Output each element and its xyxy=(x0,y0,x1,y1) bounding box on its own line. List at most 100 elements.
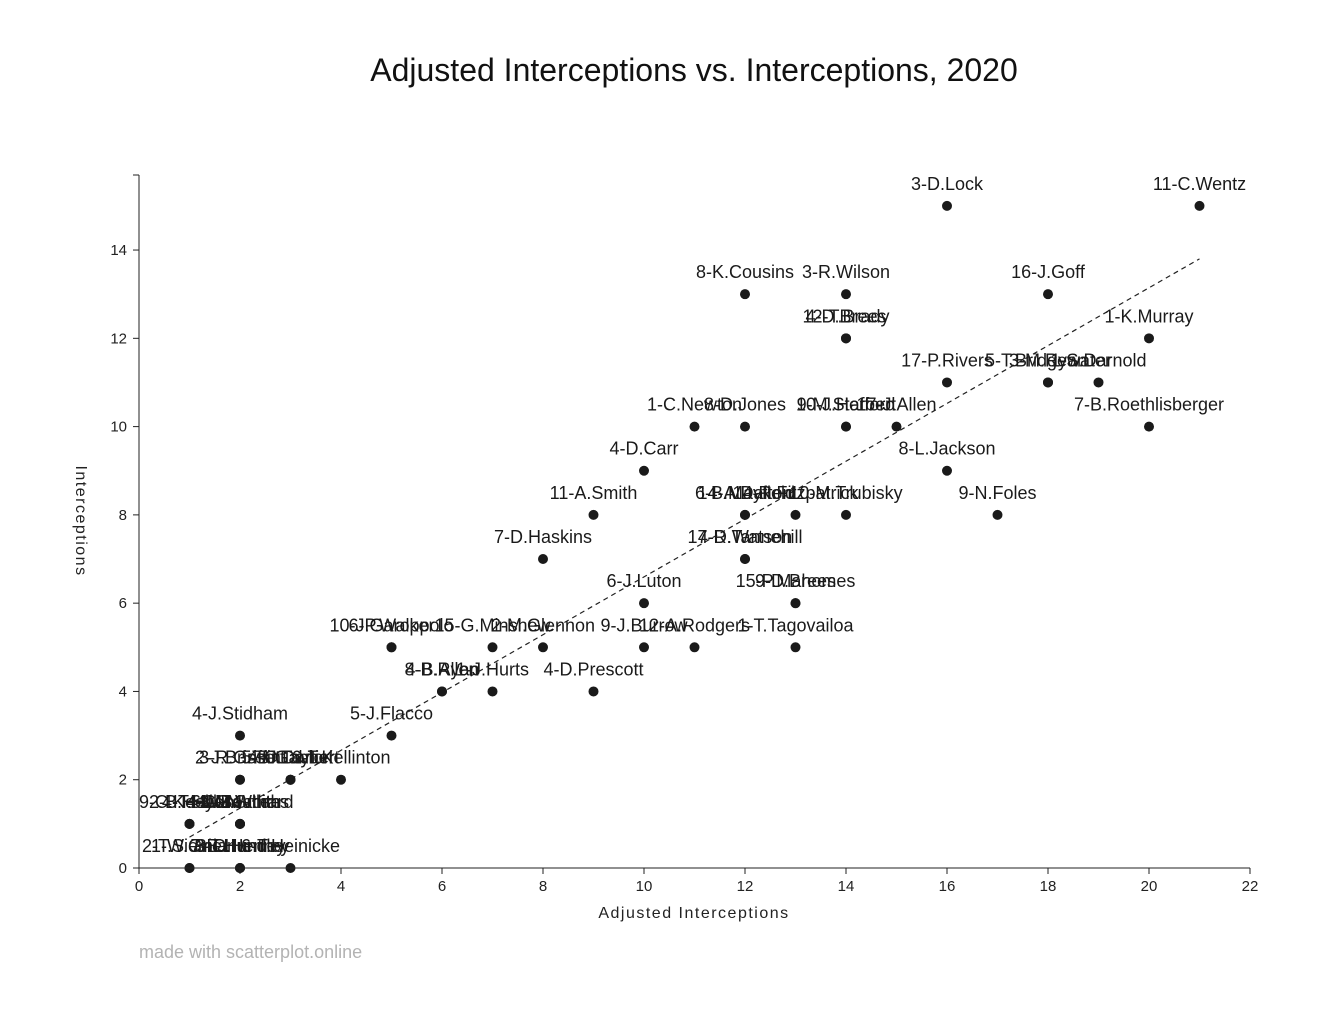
point-label: 1-K.Murray xyxy=(1104,306,1193,326)
point-label: 9-M.Stafford xyxy=(797,395,896,415)
point-label: 7-B.Hundley xyxy=(190,836,289,856)
point-label: 3-G.Smith xyxy=(199,792,280,812)
data-point xyxy=(942,377,952,388)
data-point xyxy=(437,686,447,697)
data-point xyxy=(1043,377,1053,388)
point-label: 2-T.Siemian xyxy=(142,836,237,856)
x-tick-label: 4 xyxy=(337,878,345,895)
point-label: 14-R.Fitzpatrick xyxy=(732,483,859,503)
point-label: 15-P.Mahomes xyxy=(736,571,856,591)
point-label: 7-B.Roethlisberger xyxy=(1074,395,1224,415)
data-point xyxy=(1093,377,1104,388)
point-label: 1-W.Grier xyxy=(151,836,228,856)
data-point xyxy=(235,818,245,829)
point-label: 6-M.Mullens xyxy=(191,792,289,812)
point-label: 9-J.Burrow xyxy=(600,615,688,635)
point-label: 3-D.Lock xyxy=(911,174,984,194)
data-point xyxy=(790,642,801,653)
data-point xyxy=(588,686,599,697)
y-tick-label: 8 xyxy=(119,507,127,524)
point-label: 4-C.Beathard xyxy=(186,792,293,812)
point-label: 1-T.Tagovailoa xyxy=(737,615,854,635)
data-point xyxy=(285,774,296,785)
data-point xyxy=(1144,333,1154,344)
x-tick-label: 10 xyxy=(636,878,653,895)
data-point xyxy=(740,421,750,432)
data-point xyxy=(841,289,851,300)
point-label: 4-C.Daniel xyxy=(248,748,333,768)
trend-line xyxy=(189,258,1200,838)
point-label: 17-P.Rivers xyxy=(901,350,993,370)
data-point xyxy=(538,642,548,653)
data-point xyxy=(1043,289,1053,300)
data-point xyxy=(689,421,700,432)
point-label: 2-J.Brissett xyxy=(195,748,285,768)
point-label: 17-J.Allen xyxy=(856,395,936,415)
point-label: 1-J.Hurts xyxy=(456,659,529,679)
data-point xyxy=(841,509,851,520)
point-label: 8-B.Ryan xyxy=(404,659,479,679)
data-point xyxy=(689,642,700,653)
data-point xyxy=(790,598,801,609)
data-point xyxy=(639,642,649,653)
point-label: 1-S.Darnold xyxy=(1050,350,1146,370)
data-point xyxy=(588,509,599,520)
point-label: 4-T.Hill xyxy=(162,792,217,812)
point-label: 4-B.Allen xyxy=(405,659,478,679)
data-point xyxy=(841,333,851,344)
point-label: 11-A.Smith xyxy=(550,483,638,503)
data-point xyxy=(790,509,801,520)
y-tick-label: 12 xyxy=(110,330,127,347)
point-label: 9-D.Brees xyxy=(755,571,836,591)
point-label: 9-N.Foles xyxy=(958,483,1036,503)
data-point xyxy=(235,774,245,785)
x-tick-label: 22 xyxy=(1242,878,1259,895)
point-label: 5-J.Flacco xyxy=(350,704,433,724)
chart-title: Adjusted Interceptions vs. Interceptions… xyxy=(370,52,1018,88)
point-label: 15-G.Minshew xyxy=(434,615,551,635)
x-axis-title: Adjusted Interceptions xyxy=(598,905,789,922)
point-label: 2-B.Hoyer xyxy=(149,792,230,812)
y-tick-label: 6 xyxy=(119,595,127,612)
point-label: 6-T.Kellinton xyxy=(291,748,390,768)
data-point xyxy=(386,642,397,653)
point-label: 6-J.Luton xyxy=(606,571,681,591)
point-label: 10-J.Garoppolo xyxy=(329,615,453,635)
watermark-text[interactable]: made with scatterplot.online xyxy=(139,942,362,962)
point-label: 12-A.Rodgers xyxy=(639,615,750,635)
axes: 0 2 4 6 8 10 12 14 16 18 20 22 0 2 4 6 8 10 12 14 xyxy=(110,174,1259,895)
data-point xyxy=(740,509,750,520)
data-point xyxy=(942,200,952,211)
y-tick-label: 0 xyxy=(119,860,127,877)
point-label: 4-D.Prescott xyxy=(543,659,643,679)
x-tick-label: 18 xyxy=(1040,878,1057,895)
point-label: 3-M.Ryan xyxy=(1009,350,1087,370)
data-point xyxy=(487,686,498,697)
x-tick-label: 14 xyxy=(838,878,855,895)
point-label: 5-B.Gabbert xyxy=(241,748,339,768)
y-tick-label: 10 xyxy=(110,419,127,436)
point-label: 6-P.Walker xyxy=(348,615,434,635)
x-tick-label: 20 xyxy=(1141,878,1158,895)
point-label: 10-J.Herbert xyxy=(796,395,896,415)
data-point xyxy=(740,289,750,300)
data-point xyxy=(184,818,195,829)
point-label: 8-T.Huntley xyxy=(194,836,285,856)
x-tick-label: 12 xyxy=(737,878,754,895)
point-label: 14-A.Dalton xyxy=(697,483,792,503)
point-label: 7-J.Taylor xyxy=(251,748,329,768)
point-label: 8-L.Jackson xyxy=(898,439,995,459)
data-point xyxy=(891,421,902,432)
x-tick-label: 6 xyxy=(438,878,446,895)
point-label: 17-R.Tannehill xyxy=(687,527,802,547)
point-label: 8-K.Cousins xyxy=(696,262,794,282)
data-point xyxy=(639,465,649,476)
point-label: 6-T.Heinicke xyxy=(241,836,340,856)
point-label: 6-B.Mayfield xyxy=(695,483,795,503)
point-label: 11-C.Wentz xyxy=(1153,174,1246,194)
point-label: 5-T.Bridgewater xyxy=(985,350,1111,370)
point-label: 10-M.Trubisky xyxy=(789,483,902,503)
data-point xyxy=(1194,200,1205,211)
point-label: 4-D.Watson xyxy=(698,527,792,547)
